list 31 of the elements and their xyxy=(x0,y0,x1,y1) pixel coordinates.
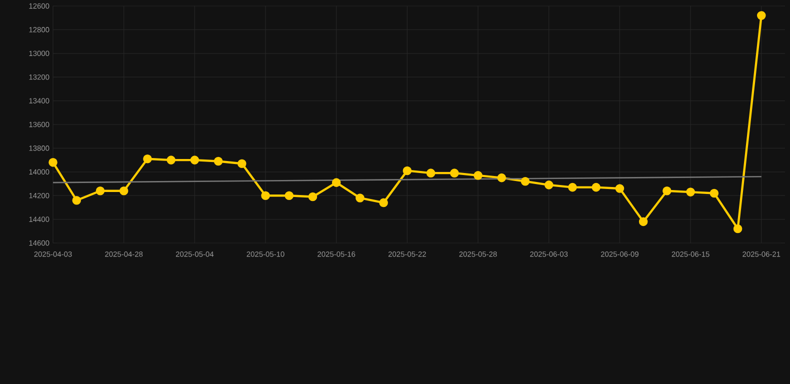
point xyxy=(332,178,341,187)
point xyxy=(166,156,176,164)
point xyxy=(238,159,246,168)
point xyxy=(426,168,436,178)
point xyxy=(119,186,128,196)
point xyxy=(284,191,294,200)
point xyxy=(733,224,742,234)
point xyxy=(520,176,530,186)
point xyxy=(568,182,577,192)
point xyxy=(402,166,412,176)
point xyxy=(261,191,270,200)
point xyxy=(190,156,200,164)
point xyxy=(308,192,318,202)
point xyxy=(686,188,695,196)
point xyxy=(662,186,672,196)
point xyxy=(48,158,58,167)
point xyxy=(379,198,388,208)
point xyxy=(474,171,482,180)
point xyxy=(710,188,719,198)
point xyxy=(592,182,601,192)
point xyxy=(497,173,506,182)
point xyxy=(544,180,554,190)
point xyxy=(450,168,459,178)
point xyxy=(356,194,364,202)
point xyxy=(757,11,766,20)
point xyxy=(143,154,152,164)
point xyxy=(72,196,82,205)
point xyxy=(615,184,624,193)
point xyxy=(214,156,223,166)
point xyxy=(638,217,648,226)
point xyxy=(96,186,105,196)
